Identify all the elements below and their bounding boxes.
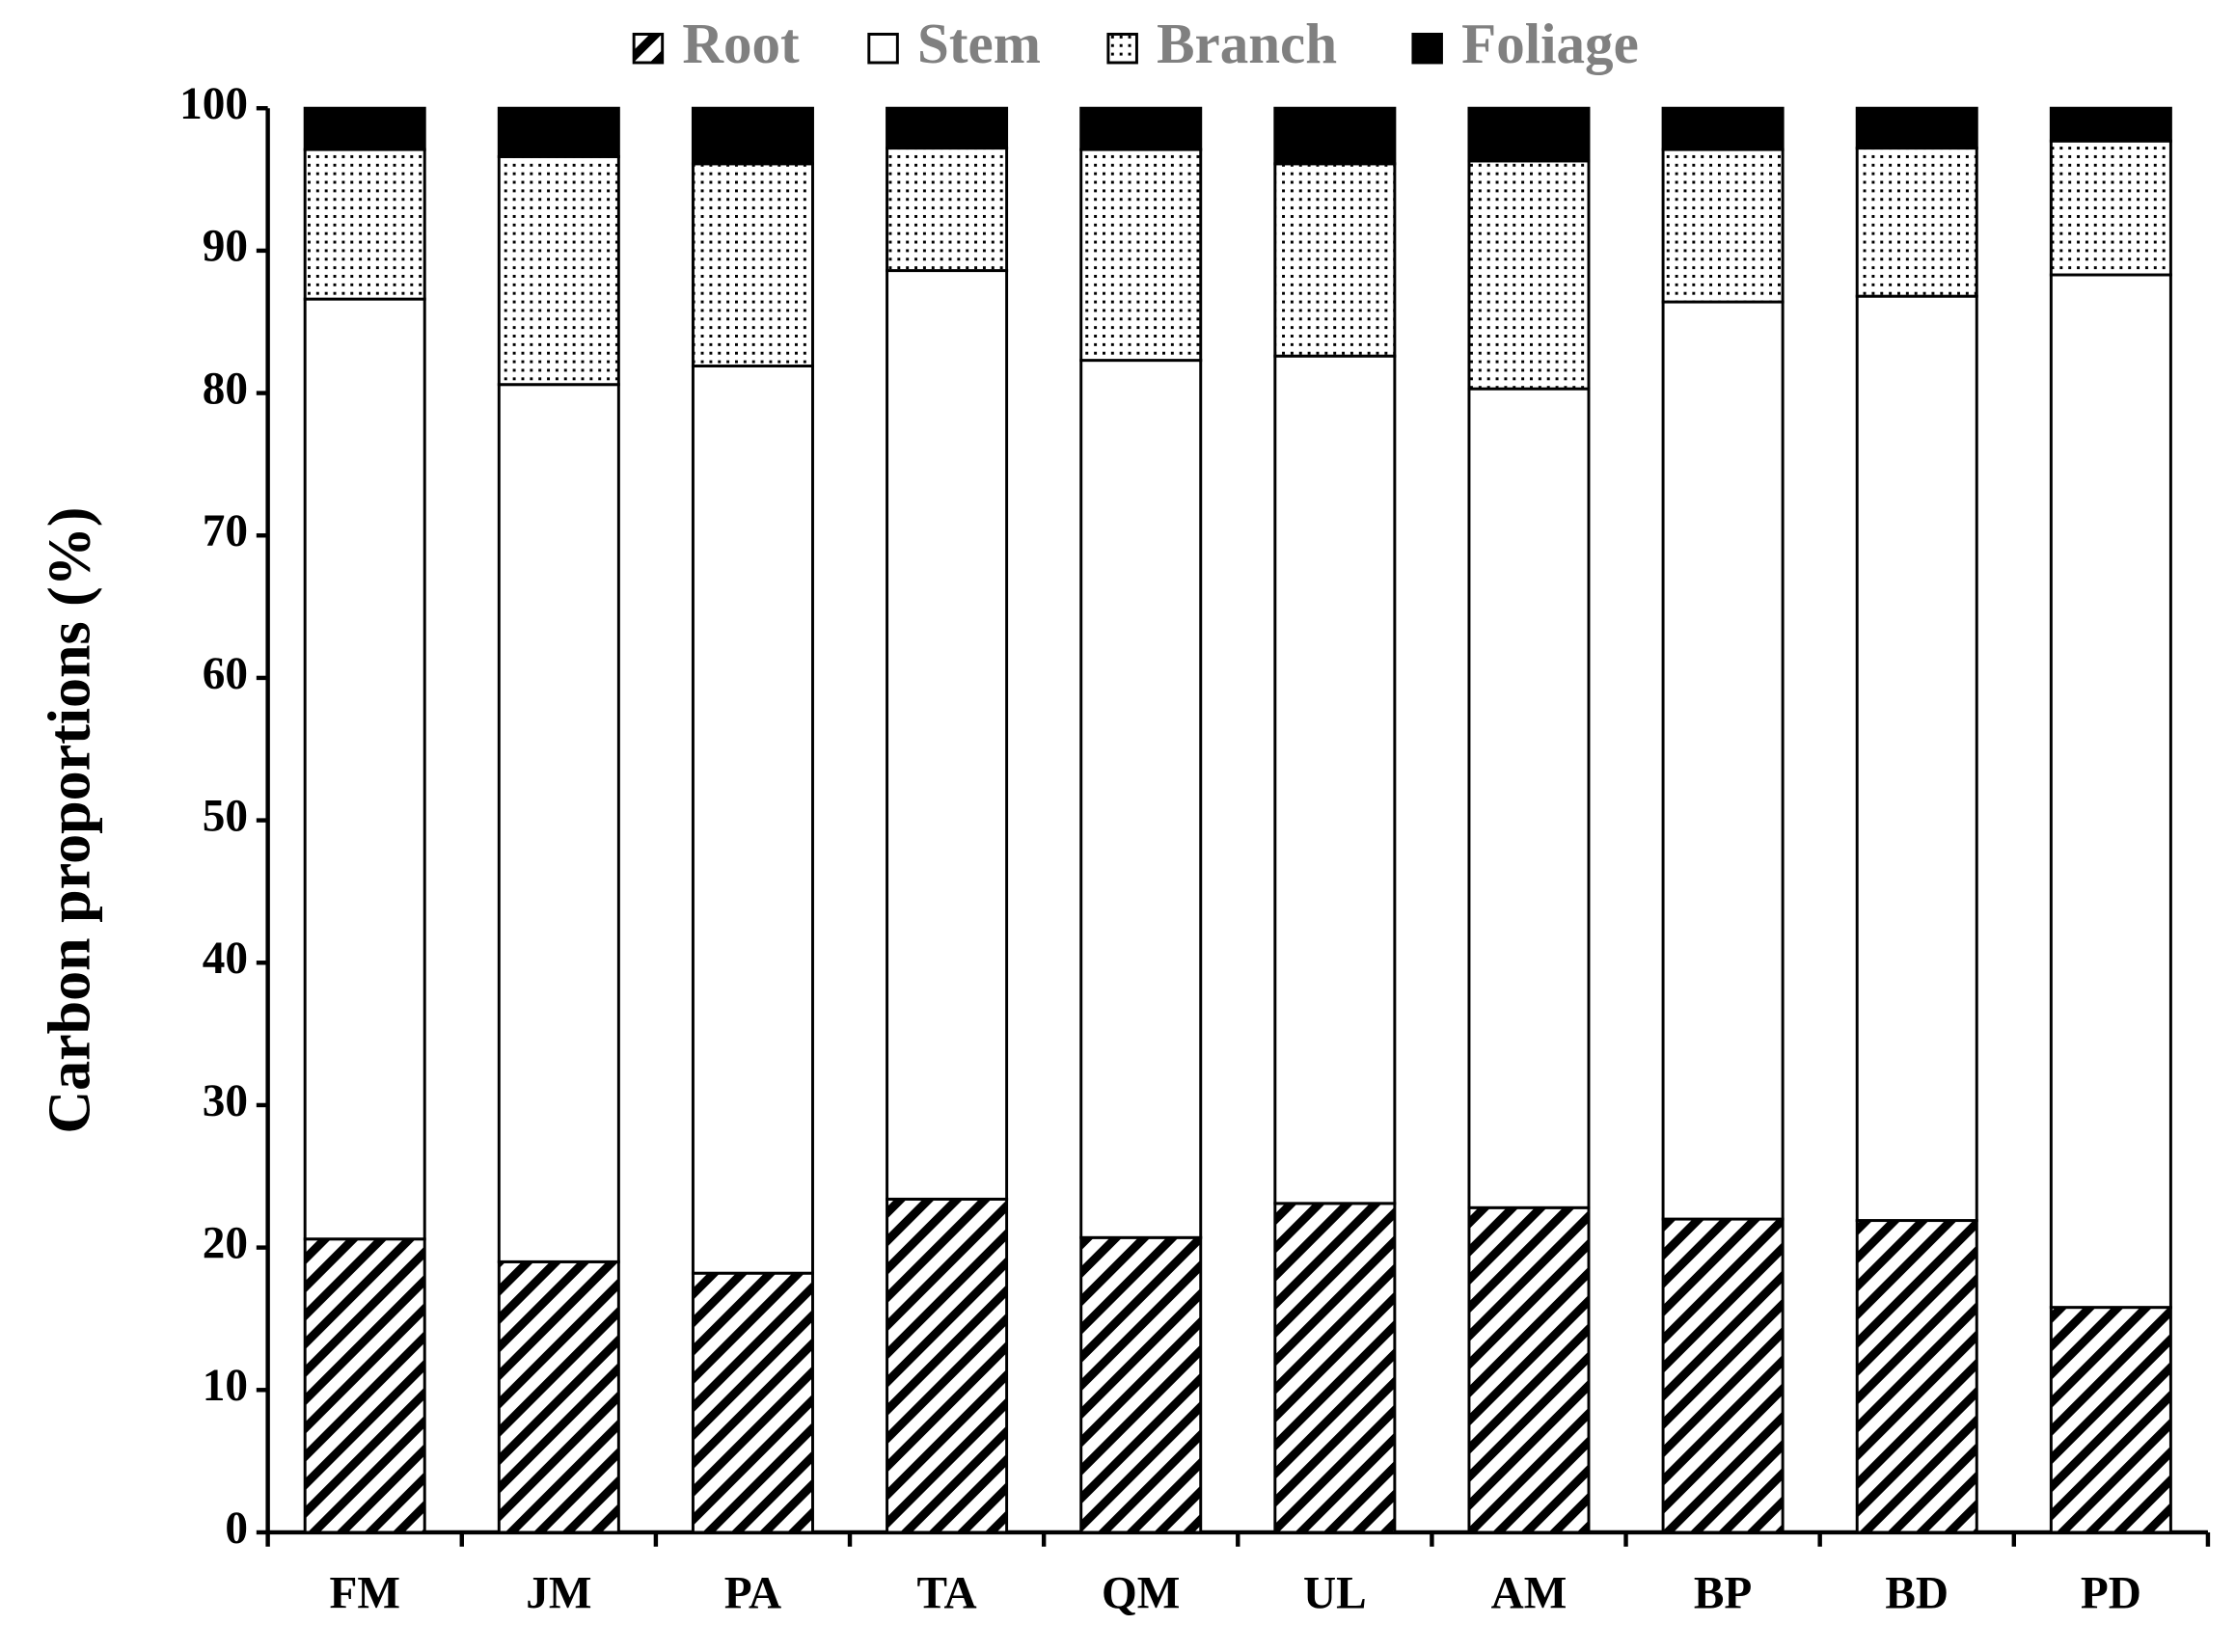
x-tick-label: PA [724, 1569, 781, 1619]
bar-segment [2049, 1306, 2172, 1534]
bar-segment [497, 1259, 620, 1534]
y-tick-label: 80 [203, 364, 248, 414]
y-tick-label: 30 [203, 1076, 248, 1126]
bar-segment [886, 106, 1009, 150]
y-tick-label: 0 [225, 1503, 248, 1554]
legend-marker [632, 32, 665, 65]
bar-segment [497, 383, 620, 1263]
y-tick-label: 10 [203, 1361, 248, 1411]
bar-segment [1855, 147, 1978, 298]
bar-segment [691, 162, 814, 367]
legend-label: Stem [917, 12, 1041, 75]
bar-segment [1079, 148, 1203, 363]
x-tick-label: UL [1303, 1569, 1367, 1619]
bar-segment [1273, 106, 1397, 166]
bar-segment [2049, 106, 2172, 143]
bar-segment [886, 1197, 1009, 1534]
bar-segment [303, 297, 426, 1241]
bar-segment [303, 148, 426, 301]
y-tick-label: 20 [203, 1218, 248, 1268]
y-tick-label: 70 [203, 506, 248, 556]
bar-segment [1467, 1205, 1591, 1534]
bar-segment [1661, 106, 1785, 151]
legend-label: Root [682, 12, 800, 75]
bar-segment [1467, 159, 1591, 391]
bar-segment [1855, 1219, 1978, 1534]
bar-segment [1661, 300, 1785, 1221]
bar-segment [303, 1237, 426, 1534]
bar-segment [691, 1271, 814, 1534]
bar-segment [1273, 354, 1397, 1205]
bar-segment [886, 147, 1009, 273]
y-tick-label: 40 [203, 934, 248, 984]
x-tick-label: TA [917, 1569, 977, 1619]
legend-label: Foliage [1461, 12, 1639, 75]
legend-marker [867, 32, 899, 65]
bar-segment [497, 106, 620, 158]
bar-segment [886, 269, 1009, 1201]
bar-segment [2049, 273, 2172, 1310]
legend-marker [1411, 32, 1443, 65]
bar-segment [1467, 106, 1591, 163]
bar-segment [1273, 162, 1397, 358]
bar-segment [1661, 1217, 1785, 1534]
y-tick-label: 100 [179, 79, 248, 129]
legend-marker [1106, 32, 1138, 65]
x-tick-label: JM [526, 1569, 591, 1619]
legend-label: Branch [1157, 12, 1337, 75]
bar-segment [1079, 359, 1203, 1239]
bar-segment [497, 154, 620, 387]
bar-segment [1661, 148, 1785, 304]
y-tick-label: 90 [203, 222, 248, 272]
bar-segment [2049, 139, 2172, 277]
x-tick-label: PD [2081, 1569, 2141, 1619]
y-axis-label: Carbon proportions (%) [38, 507, 103, 1134]
bar-segment [1079, 106, 1203, 151]
x-tick-label: AM [1491, 1569, 1567, 1619]
bar-segment [1273, 1202, 1397, 1534]
bar-segment [303, 106, 426, 151]
bar-segment [1855, 294, 1978, 1223]
bar-segment [1467, 387, 1591, 1209]
bar-segment [1855, 106, 1978, 150]
y-tick-label: 50 [203, 791, 248, 841]
y-tick-label: 60 [203, 649, 248, 699]
bar-segment [691, 106, 814, 166]
x-tick-label: BD [1885, 1569, 1949, 1619]
x-tick-label: QM [1102, 1569, 1180, 1619]
x-tick-label: FM [329, 1569, 399, 1619]
bar-segment [691, 365, 814, 1275]
bar-segment [1079, 1235, 1203, 1534]
x-tick-label: BP [1694, 1569, 1752, 1619]
